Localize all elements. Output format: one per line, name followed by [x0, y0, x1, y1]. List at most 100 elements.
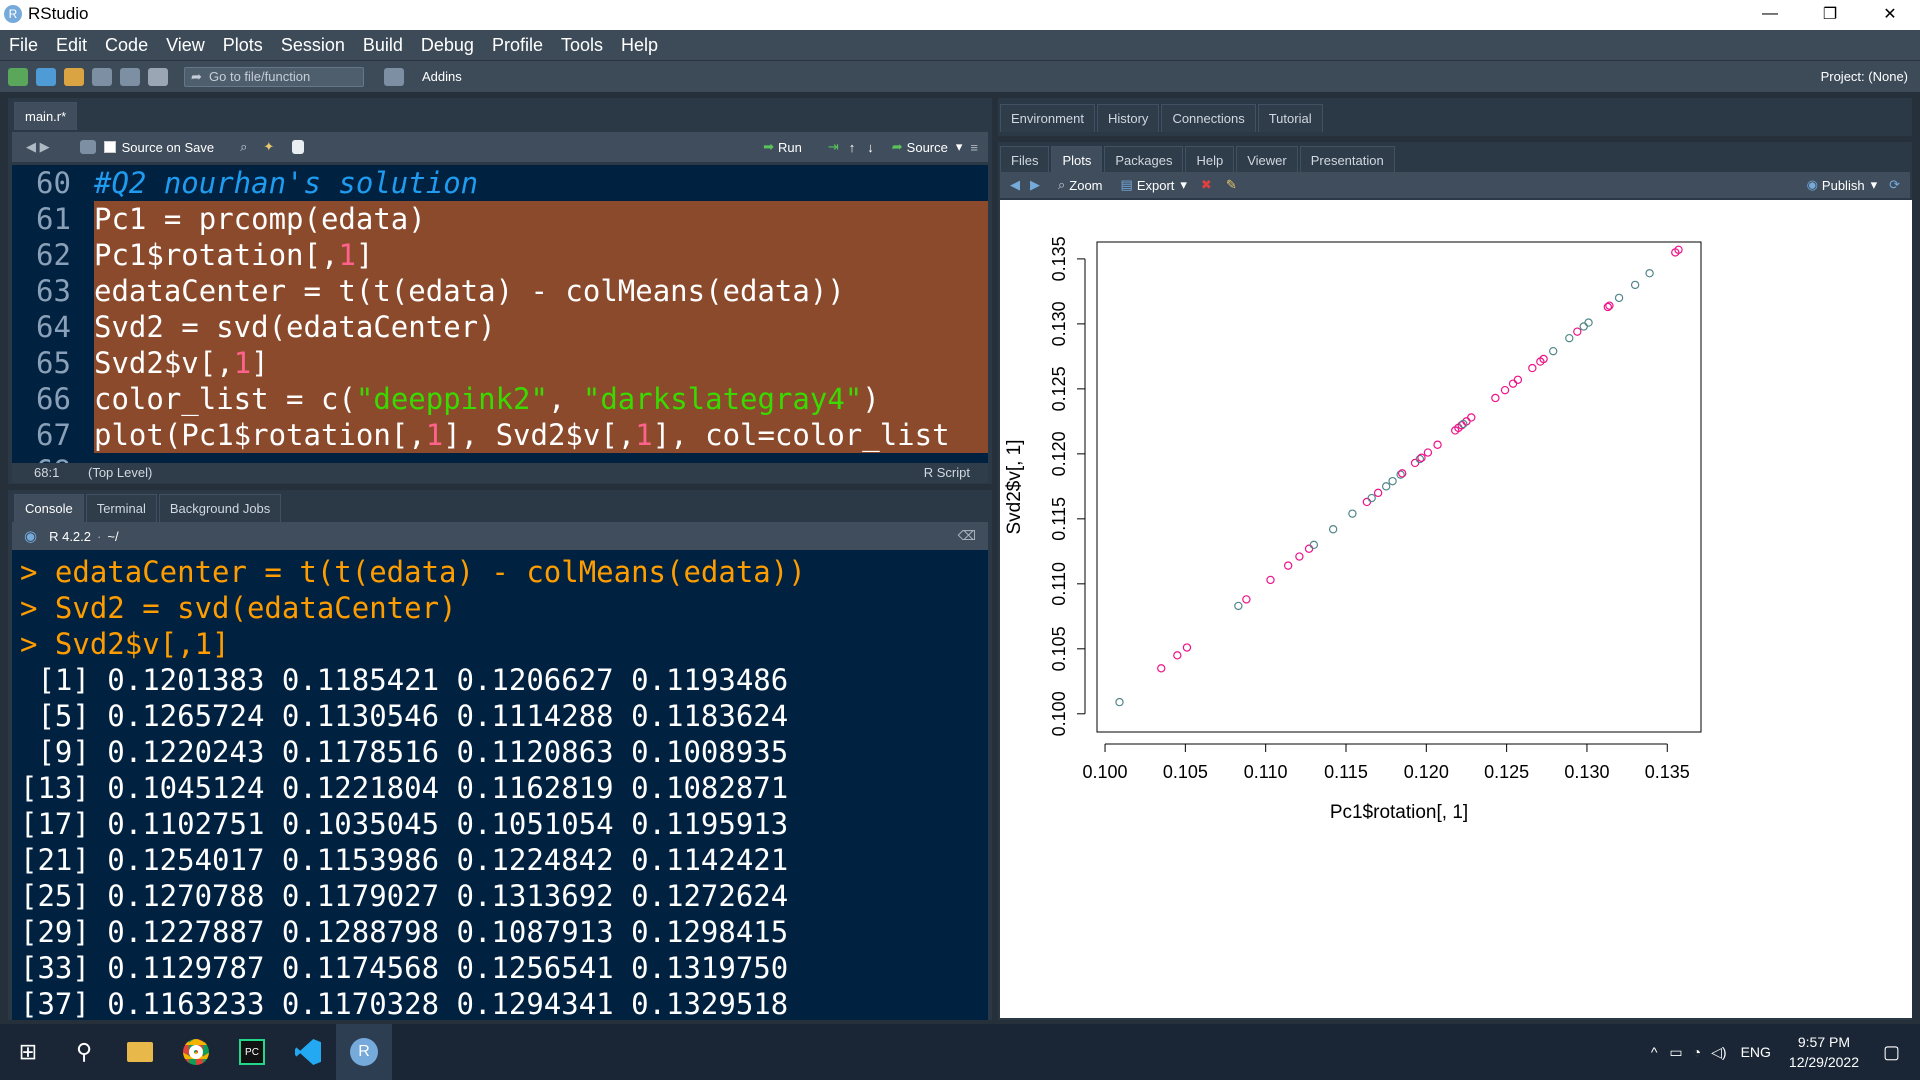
chrome-icon[interactable] — [168, 1024, 224, 1080]
scatter-plot: 0.100 0.105 0.110 0.115 0.120 0.125 0.130 0.135… — [1004, 236, 1702, 823]
vscode-icon[interactable] — [280, 1024, 336, 1080]
broom-icon[interactable]: ✎ — [1225, 177, 1237, 192]
tab-background-jobs[interactable]: Background Jobs — [158, 494, 282, 522]
minimize-button[interactable]: — — [1762, 5, 1778, 22]
code-editor[interactable]: 60 #Q2 nourhan's solution 61 Pc1 = prcomp(e… — [12, 165, 988, 463]
code-line[interactable]: 62 Pc1$rotation[,1] — [36, 237, 988, 273]
tab-connections[interactable]: Connections — [1161, 104, 1256, 132]
save-source-icon[interactable] — [79, 140, 96, 154]
menu-tools[interactable]: Tools — [560, 34, 603, 55]
tab-terminal[interactable]: Terminal — [85, 494, 157, 522]
clear-console-icon[interactable]: ⌫ — [957, 528, 976, 543]
source-on-save-checkbox[interactable] — [103, 141, 116, 153]
save-icon[interactable] — [92, 67, 112, 86]
goto-file-input[interactable]: Go to file/function — [184, 66, 364, 87]
file-type-indicator[interactable]: R Script — [923, 465, 970, 480]
open-file-icon[interactable] — [64, 67, 84, 86]
tab-environment[interactable]: Environment — [1000, 104, 1095, 132]
export-icon[interactable]: ▤ — [1120, 177, 1133, 192]
new-file-icon[interactable] — [8, 67, 28, 86]
tab-presentation[interactable]: Presentation — [1299, 146, 1395, 174]
rstudio-taskbar-icon[interactable]: R — [336, 1024, 392, 1080]
clock[interactable]: 9:57 PM 12/29/2022 — [1789, 1032, 1859, 1072]
menu-profile[interactable]: Profile — [491, 34, 543, 55]
file-explorer-icon[interactable] — [112, 1024, 168, 1080]
menu-session[interactable]: Session — [280, 34, 345, 55]
windows-start-icon[interactable]: ⊞ — [18, 1039, 38, 1064]
menu-view[interactable]: View — [166, 34, 205, 55]
code-line[interactable]: 61 Pc1 = prcomp(edata) — [36, 201, 988, 237]
show-hidden-icons[interactable]: ^ — [1650, 1044, 1658, 1060]
code-line[interactable]: 64 Svd2 = svd(edataCenter) — [36, 309, 988, 345]
tab-tutorial[interactable]: Tutorial — [1257, 104, 1323, 132]
code-line[interactable]: 66 color_list = c("deeppink2", "darkslate… — [36, 381, 988, 417]
next-plot-icon[interactable]: ▶ — [1030, 177, 1040, 192]
tab-files[interactable]: Files — [1000, 146, 1050, 174]
export-button[interactable]: Export — [1136, 177, 1175, 193]
menu-plots[interactable]: Plots — [222, 34, 263, 55]
new-project-icon[interactable] — [36, 67, 56, 86]
code-line[interactable]: 65 Svd2$v[,1] — [36, 345, 988, 381]
menu-code[interactable]: Code — [105, 34, 149, 55]
publish-icon[interactable]: ◉ — [1806, 177, 1818, 192]
next-section-icon[interactable]: ↓ — [867, 139, 874, 155]
addins-menu[interactable]: Addins — [422, 69, 462, 84]
grid-layout-icon[interactable] — [384, 67, 404, 86]
language-indicator[interactable]: ENG — [1740, 1044, 1771, 1060]
maximize-button[interactable]: ❐ — [1822, 6, 1838, 23]
code-line[interactable]: 68 — [12, 453, 988, 463]
source-button[interactable]: Source — [906, 139, 948, 155]
run-icon[interactable]: ➡ — [763, 139, 774, 154]
prev-section-icon[interactable]: ↑ — [848, 139, 856, 155]
tab-packages[interactable]: Packages — [1104, 146, 1184, 174]
working-directory[interactable]: ~/ — [107, 528, 119, 544]
tab-plots[interactable]: Plots — [1051, 146, 1103, 174]
tab-help[interactable]: Help — [1185, 146, 1235, 174]
menu-file[interactable]: File — [9, 34, 39, 55]
remove-plot-icon[interactable]: ✖ — [1200, 177, 1212, 192]
rerun-icon[interactable]: ⇥ — [827, 139, 839, 154]
publish-button[interactable]: Publish — [1821, 177, 1865, 193]
search-taskbar-icon[interactable]: ⚲ — [75, 1039, 93, 1064]
tab-viewer[interactable]: Viewer — [1236, 146, 1298, 174]
wifi-icon[interactable]: ◔ — [1692, 1044, 1702, 1060]
r-logo-icon: ◉ — [24, 528, 38, 545]
save-all-icon[interactable] — [120, 67, 140, 86]
line-number: 60 — [36, 166, 71, 200]
prev-plot-icon[interactable]: ◀ — [1010, 177, 1020, 192]
scope-indicator[interactable]: (Top Level) — [88, 465, 153, 480]
publish-dropdown-icon[interactable]: ▾ — [1870, 177, 1878, 192]
tab-main-r[interactable]: main.r* — [14, 102, 78, 130]
refresh-icon[interactable]: ⟳ — [1889, 177, 1900, 192]
close-button[interactable]: ✕ — [1883, 6, 1897, 23]
outline-icon[interactable]: ≡ — [970, 139, 978, 155]
back-arrow-icon[interactable]: ◀ ▶ — [26, 139, 50, 154]
zoom-icon[interactable]: ⌕ — [1058, 177, 1066, 192]
code-line[interactable]: 60 #Q2 nourhan's solution — [12, 165, 988, 201]
source-icon[interactable]: ➦ — [891, 139, 903, 154]
notifications-icon[interactable]: ▢ — [1882, 1041, 1900, 1062]
document-outline-icon[interactable] — [292, 140, 305, 154]
project-menu[interactable]: Project: (None) — [1820, 69, 1908, 84]
console-output[interactable]: > edataCenter = t(t(edata) - colMeans(ed… — [12, 550, 988, 1020]
tab-history[interactable]: History — [1096, 104, 1160, 132]
wand-icon[interactable]: ✦ — [263, 139, 275, 154]
tab-console[interactable]: Console — [14, 494, 84, 522]
zoom-button[interactable]: Zoom — [1069, 177, 1103, 193]
volume-icon[interactable]: ◁) — [1711, 1043, 1727, 1060]
search-icon[interactable]: ⌕ — [240, 139, 248, 154]
menu-debug[interactable]: Debug — [420, 34, 474, 55]
console-result: [13] 0.1045124 0.1221804 0.1162819 0.108… — [20, 771, 789, 805]
code-line[interactable]: 63 edataCenter = t(t(edata) - colMeans(ed… — [36, 273, 988, 309]
print-icon[interactable] — [148, 67, 168, 86]
menu-edit[interactable]: Edit — [56, 34, 88, 55]
menu-build[interactable]: Build — [362, 34, 403, 55]
source-dropdown-icon[interactable]: ▾ — [955, 139, 963, 154]
pycharm-icon[interactable]: PC — [224, 1024, 280, 1080]
menu-help[interactable]: Help — [621, 34, 659, 55]
run-button[interactable]: Run — [778, 139, 802, 155]
export-dropdown-icon[interactable]: ▾ — [1180, 177, 1187, 192]
battery-icon[interactable]: ▭ — [1669, 1043, 1683, 1060]
scatter-point — [1549, 346, 1558, 356]
code-line[interactable]: 67 plot(Pc1$rotation[,1], Svd2$v[,1], col… — [36, 417, 988, 453]
